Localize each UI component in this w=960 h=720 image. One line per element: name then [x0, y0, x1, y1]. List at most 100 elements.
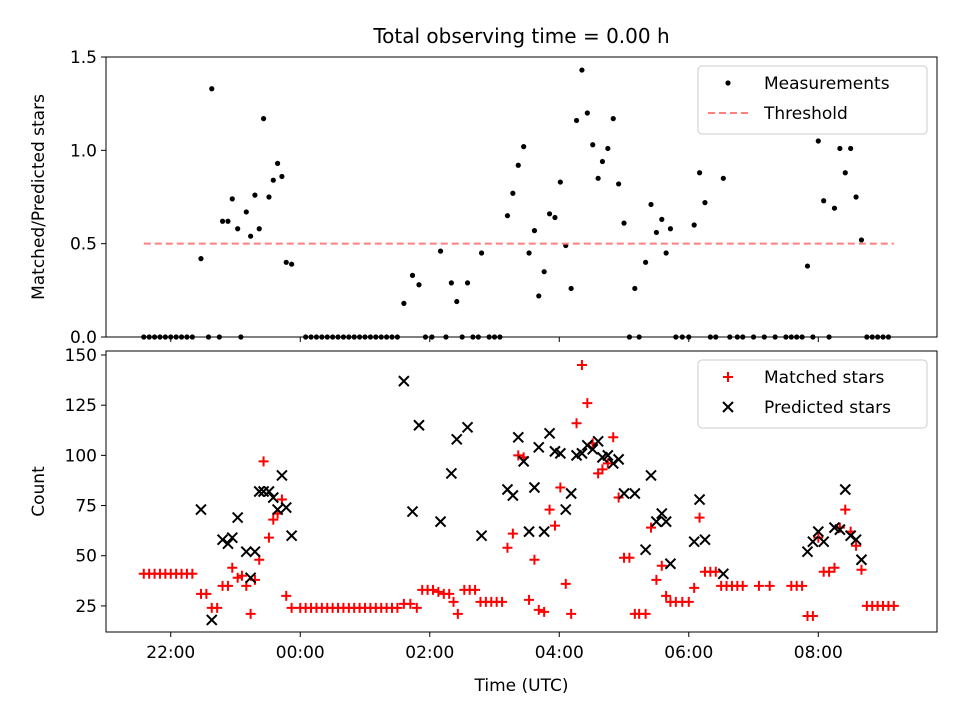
data-point — [243, 209, 249, 215]
data-point — [807, 535, 819, 548]
data-point — [645, 469, 657, 482]
data-point — [656, 560, 667, 571]
data-point — [831, 205, 838, 211]
data-point — [267, 491, 279, 504]
data-point — [486, 334, 492, 340]
data-point — [281, 590, 292, 601]
data-point — [222, 580, 233, 591]
data-point — [826, 334, 832, 340]
data-point — [673, 334, 679, 340]
data-point — [663, 250, 669, 256]
data-point — [829, 562, 840, 573]
data-point — [566, 608, 577, 619]
data-point — [226, 531, 238, 544]
data-point — [454, 298, 460, 305]
y-tick-label: 0.5 — [70, 235, 97, 255]
data-point — [812, 525, 824, 538]
data-point — [533, 604, 544, 615]
data-point — [238, 334, 244, 340]
data-point — [216, 334, 222, 340]
data-point — [560, 503, 572, 516]
data-point — [856, 564, 867, 575]
data-point — [222, 537, 234, 550]
data-point — [346, 334, 352, 340]
data-point — [198, 256, 204, 262]
data-point — [212, 602, 223, 613]
data-point — [543, 427, 556, 440]
data-point — [324, 334, 330, 340]
x-tick-label: 00:00 — [276, 643, 325, 663]
data-point — [258, 456, 269, 467]
data-point — [244, 572, 257, 584]
data-point — [653, 229, 660, 236]
data-point — [225, 218, 231, 224]
data-point — [445, 467, 458, 480]
data-point — [303, 334, 309, 340]
data-point — [885, 334, 892, 340]
data-point — [699, 533, 711, 546]
data-point — [821, 198, 827, 204]
data-point — [888, 600, 899, 611]
data-point — [737, 580, 748, 591]
data-point — [274, 160, 281, 166]
data-point — [434, 515, 447, 528]
data-point — [618, 487, 630, 500]
data-point — [252, 192, 258, 198]
data-point — [367, 334, 374, 340]
ratio-panel: 0.0 0.5 1.0 1.5 Matched/Predicted stars Measu… — [29, 24, 938, 348]
data-point — [629, 487, 641, 500]
data-point — [448, 280, 454, 286]
data-point — [195, 503, 207, 516]
data-point — [285, 529, 298, 542]
data-point — [286, 602, 297, 613]
data-point — [686, 334, 692, 340]
data-point — [515, 162, 521, 168]
data-point — [788, 334, 794, 340]
data-point — [864, 334, 870, 340]
data-point — [187, 568, 198, 579]
x-tick-label: 02:00 — [405, 643, 454, 663]
data-point — [459, 334, 465, 340]
data-point — [837, 145, 843, 152]
data-point — [464, 280, 471, 286]
data-point — [546, 211, 553, 217]
data-point — [531, 228, 538, 234]
y-tick-label: 1.0 — [70, 141, 97, 161]
data-point — [497, 596, 508, 607]
y-tick-label: 25 — [75, 597, 97, 617]
data-point — [576, 447, 588, 460]
x-tick-label: 04:00 — [535, 643, 584, 663]
data-point — [151, 334, 158, 340]
x-tick-label: 08:00 — [794, 643, 843, 663]
data-point — [639, 543, 652, 556]
data-point — [268, 514, 279, 525]
data-point — [162, 334, 168, 340]
data-point — [612, 453, 625, 466]
data-point — [517, 455, 530, 468]
data-point — [378, 334, 384, 340]
data-point — [189, 334, 195, 340]
data-point — [245, 608, 256, 619]
data-point — [764, 580, 775, 591]
data-point — [536, 293, 542, 299]
data-point — [528, 481, 541, 494]
legend: Measurements Threshold — [697, 65, 928, 135]
plot-frame — [105, 350, 938, 633]
data-point — [679, 334, 685, 340]
data-point — [621, 220, 627, 226]
data-point — [539, 606, 550, 617]
data-point — [526, 250, 532, 256]
data-point — [640, 608, 651, 619]
y-tick-label: 100 — [65, 446, 97, 466]
data-point — [253, 485, 265, 498]
legend-label: Measurements — [764, 74, 890, 94]
legend-marker — [723, 372, 733, 382]
data-point — [794, 334, 800, 340]
data-point — [491, 334, 498, 340]
data-point — [266, 194, 272, 200]
data-point — [869, 334, 875, 340]
data-point — [636, 334, 642, 340]
data-point — [880, 334, 886, 340]
data-point — [573, 117, 580, 124]
data-point — [696, 170, 703, 176]
